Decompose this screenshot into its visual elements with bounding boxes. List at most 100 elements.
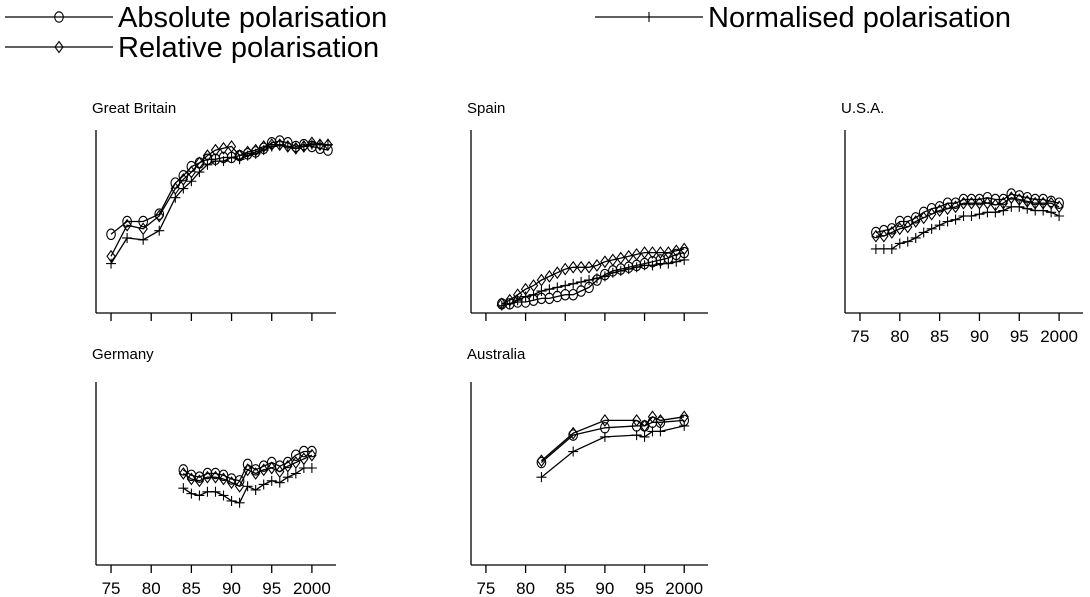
data-point-circle (299, 445, 309, 458)
data-point-plus (631, 262, 642, 273)
data-point-plus (528, 289, 539, 300)
data-point-diamond (871, 229, 881, 243)
data-point-diamond (895, 222, 905, 236)
data-point-plus (607, 267, 618, 278)
data-point-diamond (536, 454, 547, 468)
data-point-plus (902, 236, 913, 247)
data-point-diamond (942, 202, 953, 216)
data-point-plus (258, 479, 269, 490)
series-line (182, 450, 312, 482)
x-tick-label: 75 (476, 579, 495, 597)
panel-u-s-a: U.S.A. 75 80 85 90 95 2000 (841, 100, 1083, 346)
series-plus (536, 420, 690, 483)
data-point-plus (894, 238, 905, 249)
legend-label: Absolute polarisation (118, 2, 387, 34)
data-point-plus (234, 497, 245, 508)
series-diamond (536, 410, 689, 468)
panel-title: Australia (467, 346, 526, 363)
data-point-plus (138, 234, 149, 245)
data-point-plus (226, 495, 237, 506)
data-point-circle (536, 456, 547, 469)
data-point-plus (639, 431, 650, 442)
x-tick-label: 85 (556, 579, 575, 597)
x-tick-label: 95 (635, 579, 654, 597)
data-point-diamond (974, 196, 985, 210)
data-point-diamond (966, 196, 977, 210)
data-point-diamond (122, 218, 132, 232)
data-point-diamond (647, 246, 658, 260)
data-point-diamond (663, 246, 674, 260)
data-point-plus (290, 468, 301, 479)
x-tick-label: 80 (516, 579, 535, 597)
series-plus (496, 254, 690, 311)
data-point-plus (679, 420, 690, 431)
legend-marker-diamond-icon (54, 40, 64, 54)
data-point-plus (178, 483, 189, 494)
data-point-diamond (568, 426, 578, 440)
data-point-plus (974, 209, 985, 220)
data-point-diamond (226, 140, 237, 153)
data-point-diamond (299, 140, 309, 153)
data-point-plus (186, 176, 197, 187)
data-point-plus (504, 298, 515, 309)
x-tick-label: 95 (1010, 327, 1029, 346)
panel-germany: Germany 75 80 85 90 95 2000 (92, 346, 336, 597)
data-point-diamond (560, 262, 570, 276)
data-point-diamond (323, 138, 333, 152)
x-tick-label: 80 (890, 327, 909, 346)
data-point-circle (966, 193, 977, 206)
data-point-diamond (275, 138, 285, 152)
x-tick-label: 90 (222, 579, 241, 597)
data-point-plus (250, 484, 261, 495)
data-point-diamond (536, 273, 547, 287)
data-point-plus (998, 205, 1009, 216)
data-point-plus (599, 271, 610, 282)
chart-panels: Great Britain Spain U.S.A.75 80 85 90 95 2000Ge… (92, 100, 1083, 597)
x-tick-label: 85 (182, 579, 201, 597)
data-point-plus (202, 159, 213, 170)
panel-spain: Spain (467, 100, 708, 321)
data-point-diamond (544, 269, 555, 283)
series-plus (178, 463, 317, 508)
x-tick-label: 90 (595, 579, 614, 597)
data-point-diamond (934, 204, 945, 217)
data-point-diamond (639, 246, 650, 260)
data-point-plus (234, 154, 245, 165)
data-point-circle (106, 228, 116, 241)
data-point-circle (894, 215, 905, 228)
panel-title: U.S.A. (841, 100, 884, 117)
data-point-circle (1030, 193, 1041, 206)
data-point-circle (178, 464, 189, 476)
data-point-plus (186, 488, 197, 499)
series-circle (106, 135, 333, 241)
data-point-plus (520, 291, 531, 302)
data-point-diamond (568, 260, 578, 274)
data-point-plus (536, 472, 547, 483)
data-point-plus (950, 214, 961, 225)
panel-great-britain: Great Britain (92, 100, 336, 321)
data-point-plus (218, 490, 229, 501)
data-point-diamond (202, 470, 213, 484)
data-point-diamond (600, 255, 610, 269)
data-point-diamond (194, 474, 205, 488)
panel-title: Spain (467, 100, 505, 117)
series-circle (536, 414, 690, 469)
data-point-diamond (631, 248, 642, 261)
data-point-plus (194, 490, 205, 501)
data-point-plus (194, 167, 205, 178)
data-point-plus (918, 227, 929, 238)
data-point-diamond (138, 222, 148, 236)
data-point-diamond (592, 258, 602, 272)
data-point-diamond (234, 479, 245, 493)
data-point-plus (282, 141, 293, 152)
data-point-plus (591, 273, 602, 284)
data-point-plus (584, 275, 595, 286)
x-tick-label: 2000 (665, 579, 703, 597)
legend-label: Normalised polarisation (708, 2, 1011, 34)
data-point-diamond (154, 209, 164, 223)
data-point-plus (599, 431, 610, 442)
data-point-plus (322, 139, 333, 150)
data-point-plus (266, 141, 277, 152)
data-point-plus (671, 256, 682, 267)
